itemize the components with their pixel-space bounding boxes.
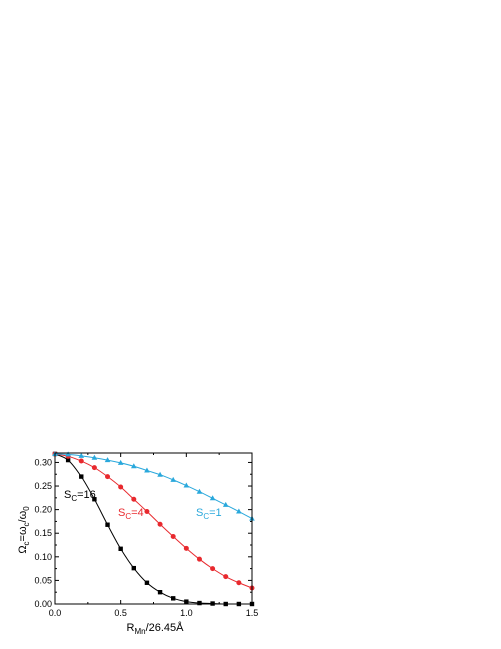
series-0-point-9 — [171, 596, 176, 601]
y-tick-label: 0.30 — [34, 457, 52, 467]
x-tick-label: 0.5 — [114, 608, 127, 618]
series-0-point-5 — [118, 546, 123, 551]
series-label-sc1: SC=1 — [196, 507, 222, 521]
x-tick-label: 1.5 — [246, 608, 259, 618]
series-2-point-3 — [91, 454, 98, 460]
series-2-point-7 — [144, 467, 150, 473]
y-axis-label: Ωc=ωc/ω0 — [17, 506, 31, 554]
series-0-point-2 — [79, 474, 84, 479]
series-0-point-3 — [92, 497, 97, 502]
x-tick-label: 0.0 — [49, 608, 62, 618]
series-0-point-7 — [144, 580, 150, 585]
series-1-point-11 — [196, 556, 202, 562]
series-1-point-13 — [223, 574, 229, 580]
series-2-point-12 — [209, 495, 216, 501]
y-tick-label: 0.20 — [34, 505, 52, 515]
series-0-point-8 — [157, 590, 163, 595]
series-1-point-8 — [157, 521, 163, 527]
chart-marks — [52, 450, 255, 607]
series-0-point-11 — [197, 600, 202, 606]
series-2-point-14 — [236, 508, 242, 514]
series-1-point-4 — [105, 474, 111, 480]
series-1-point-10 — [183, 545, 189, 551]
series-1-point-6 — [131, 496, 137, 502]
y-tick-label: 0.25 — [34, 481, 52, 491]
axis-ticks: 0.0 0.5 1.0 1.5 0.00 0.05 0.10 0.15 0.20 0.25 0.30 — [34, 453, 258, 618]
series-line-1 — [54, 453, 253, 589]
x-tick-label: 1.0 — [180, 608, 193, 618]
series-2-point-11 — [196, 488, 203, 494]
series-2-point-10 — [183, 482, 190, 488]
y-tick-label: 0.10 — [34, 552, 52, 562]
series-1-point-7 — [144, 509, 150, 515]
series-line-2 — [54, 453, 253, 520]
series-2-point-9 — [170, 476, 176, 482]
series-1-point-5 — [118, 484, 124, 490]
series-line-0 — [54, 453, 252, 605]
x-axis-label: RMn/26.45Å — [127, 621, 185, 636]
series-0-point-1 — [65, 457, 71, 463]
series-1-point-2 — [78, 458, 84, 464]
y-tick-label: 0.05 — [34, 575, 52, 585]
series-label-sc4: SC=4 — [118, 507, 144, 521]
series-2-point-6 — [131, 463, 137, 469]
series-2-point-13 — [222, 501, 229, 507]
series-2-point-1 — [65, 451, 71, 457]
plot-frame — [54, 452, 253, 605]
series-0-point-4 — [105, 522, 110, 527]
series-1-point-9 — [170, 534, 176, 540]
series-1-point-3 — [91, 465, 97, 471]
series-2-point-8 — [157, 471, 163, 477]
series-0-point-6 — [131, 565, 136, 571]
series-1-point-12 — [210, 566, 216, 572]
series-2-point-2 — [78, 452, 85, 458]
series-2-point-4 — [104, 457, 111, 463]
series-2-point-5 — [117, 459, 124, 465]
y-tick-label: 0.15 — [34, 528, 52, 538]
series-label-sc16: SC=16 — [64, 489, 96, 503]
series-1-point-14 — [236, 580, 242, 586]
y-tick-label: 0.00 — [34, 599, 52, 609]
